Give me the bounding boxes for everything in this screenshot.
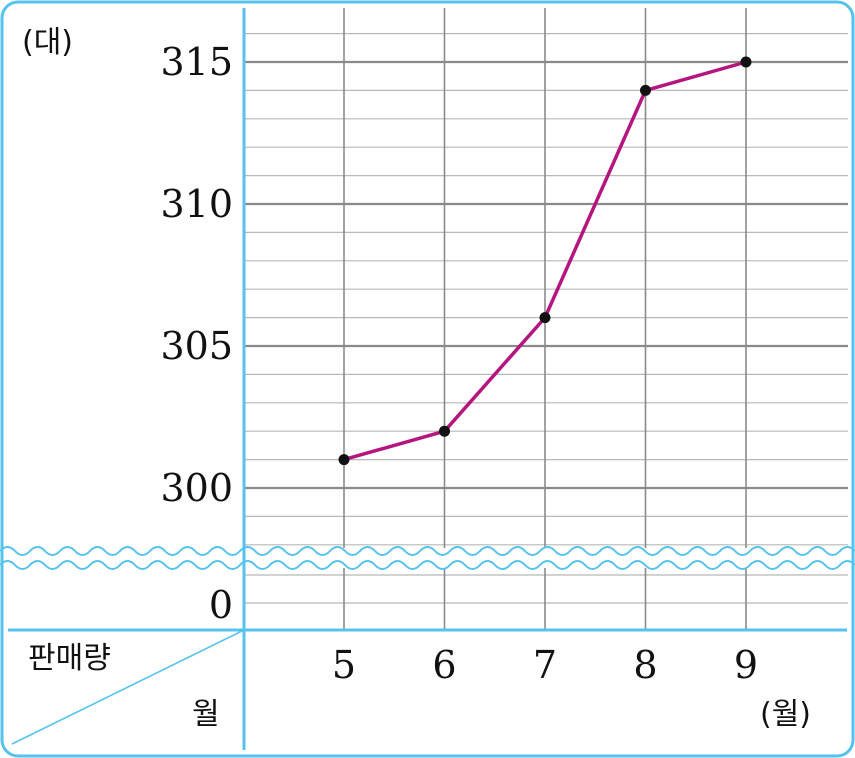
x-tick-label: 8 (633, 643, 657, 687)
data-point (439, 425, 450, 437)
corner-diagonal (11, 629, 245, 745)
y-zero-label: 0 (209, 583, 233, 627)
data-point (539, 312, 551, 324)
data-point (640, 84, 651, 96)
axis-break-wave (0, 546, 855, 556)
corner-header-bottom: 월 (192, 697, 220, 732)
x-tick-label: 7 (533, 643, 557, 687)
x-tick-labels: 5 6 7 8 9 (332, 643, 758, 687)
data-series (338, 56, 752, 466)
axis-break-wave (0, 560, 855, 570)
data-point (338, 454, 350, 466)
y-tick-label: 300 (160, 466, 233, 510)
y-unit-label: (대) (22, 25, 73, 60)
y-tick-labels: 315 310 305 300 (160, 40, 233, 510)
y-tick-label: 310 (160, 182, 233, 226)
x-tick-label: 5 (332, 643, 356, 687)
x-tick-label: 6 (432, 643, 456, 687)
chart-grid (244, 8, 848, 630)
data-point (740, 56, 752, 68)
corner-header-top: 판매량 (28, 641, 111, 676)
x-tick-label: 9 (734, 643, 758, 687)
y-tick-label: 305 (160, 324, 233, 368)
x-unit-label: (월) (760, 697, 811, 732)
y-tick-label: 315 (160, 40, 233, 84)
axis-break-band (0, 548, 855, 568)
